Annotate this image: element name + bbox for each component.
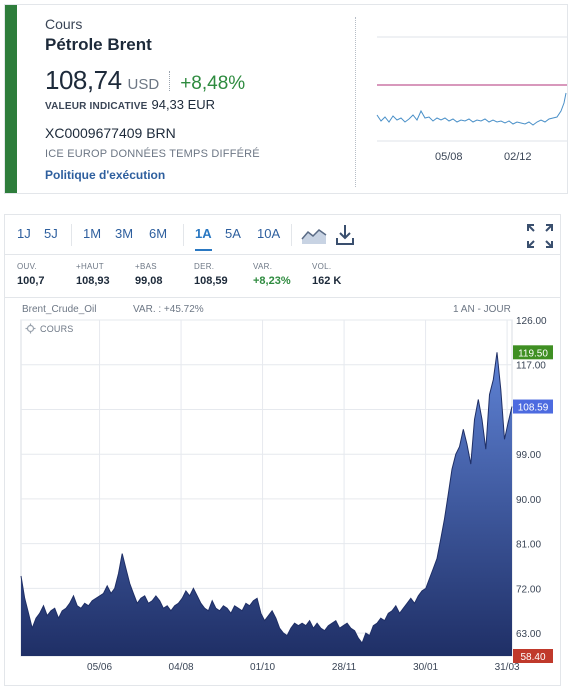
stat-value: 99,08 (135, 275, 163, 287)
stat-value: 108,59 (194, 275, 228, 287)
stat-label: +BAS (135, 262, 157, 271)
stat-value: 162 K (312, 275, 342, 287)
active-tab-indicator (195, 249, 212, 251)
stat-value: +8,23% (253, 275, 291, 287)
quote-card: Cours Pétrole Brent 108,74 USD +8,48% VA… (4, 4, 568, 194)
tab-5a[interactable]: 5A (225, 226, 241, 241)
x-tick-label: 31/03 (495, 662, 520, 673)
stat-label: VAR. (253, 262, 273, 271)
toolbar-divider (291, 224, 292, 246)
toolbar-divider (71, 224, 72, 246)
chart-variation: VAR. : +45.72% (133, 304, 204, 315)
price-area-chart: 05/06 04/08 01/10 28/11 30/01 31/03 126.00 117.… (20, 316, 553, 673)
stat-label: DER. (194, 262, 215, 271)
y-tick-label: 63.00 (516, 629, 541, 640)
currency: USD (127, 76, 160, 93)
low-price-badge-bg (513, 649, 553, 663)
stat-volume: VOL. 162 K (312, 262, 341, 287)
price-area (21, 352, 512, 656)
legend-gear-icon (25, 323, 36, 334)
price-divider (169, 70, 171, 91)
tab-6m[interactable]: 6M (149, 226, 168, 241)
stat-value: 100,7 (17, 275, 45, 287)
price-line (20, 352, 513, 645)
area-chart-icon[interactable] (301, 225, 327, 250)
stat-label: VOL. (312, 262, 332, 271)
x-tick-label: 30/01 (413, 662, 438, 673)
last-price-badge: 108.59 (518, 403, 549, 414)
stat-variation: VAR. +8,23% (253, 262, 291, 287)
mini-date-1: 05/08 (435, 151, 463, 163)
indicative-label: VALEUR INDICATIVE (45, 101, 148, 112)
y-tick-label: 90.00 (516, 495, 541, 506)
tab-1a[interactable]: 1A (195, 226, 212, 241)
stat-label: OUV. (17, 262, 38, 271)
high-price-badge: 119.50 (518, 348, 548, 359)
chart-legend: COURS (25, 323, 74, 334)
accent-bar (5, 5, 17, 193)
data-source: ICE EUROP DONNÉES TEMPS DIFFÉRÉ (45, 148, 260, 160)
mini-sparkline: 05/08 02/12 (376, 36, 567, 163)
mini-price-line (376, 92, 567, 126)
mini-date-2: 02/12 (504, 151, 532, 163)
tab-1m[interactable]: 1M (83, 226, 102, 241)
fullscreen-icon[interactable] (527, 224, 553, 253)
tab-5j[interactable]: 5J (44, 226, 58, 241)
x-tick-label: 01/10 (250, 662, 275, 673)
y-tick-label: 81.00 (516, 540, 541, 551)
y-tick-label: 72.00 (516, 584, 541, 595)
stat-last: DER. 108,59 (194, 262, 228, 287)
stat-label: +HAUT (76, 262, 104, 271)
last-price: 108,74 (45, 65, 122, 95)
stat-open: OUV. 100,7 (17, 262, 45, 287)
stat-low: +BAS 99,08 (135, 262, 163, 287)
indicative-value-row: VALEUR INDICATIVE 94,33 EUR (45, 97, 215, 112)
card-divider (355, 17, 356, 187)
chart-toolbar: 1J 5J 1M 3M 6M 1A 5A 10A (5, 215, 560, 255)
y-tick-label: 99.00 (516, 450, 541, 461)
high-price-badge-bg (513, 345, 553, 360)
chart-widget: 1J 5J 1M 3M 6M 1A 5A 10A (4, 214, 561, 686)
y-tick-label: 117.00 (516, 361, 546, 372)
y-tick-label: 126.00 (516, 316, 547, 327)
quote-label: Cours (45, 16, 83, 32)
isin-code: XC0009677409 BRN (45, 125, 176, 141)
instrument-name: Pétrole Brent (45, 35, 152, 54)
download-icon[interactable] (335, 224, 355, 251)
stat-value: 108,93 (76, 275, 110, 287)
last-price-badge-bg (513, 399, 553, 414)
tab-1j[interactable]: 1J (17, 226, 31, 241)
indicative-value: 94,33 EUR (151, 97, 216, 112)
toolbar-divider (183, 224, 184, 246)
stat-high: +HAUT 108,93 (76, 262, 110, 287)
x-tick-label: 05/06 (87, 662, 112, 673)
x-tick-label: 28/11 (332, 662, 357, 673)
price-row: 108,74 USD +8,48% (45, 65, 245, 96)
tab-3m[interactable]: 3M (115, 226, 134, 241)
price-change: +8,48% (180, 73, 246, 94)
chart-symbol: Brent_Crude_Oil (22, 304, 97, 315)
legend-label: COURS (40, 323, 74, 334)
x-tick-label: 04/08 (169, 662, 194, 673)
tab-10a[interactable]: 10A (257, 226, 281, 241)
chart-period: 1 AN - JOUR (453, 304, 511, 315)
session-stats: OUV. 100,7 +HAUT 108,93 +BAS 99,08 DER. … (5, 256, 560, 298)
execution-policy-link[interactable]: Politique d'exécution (45, 168, 166, 182)
low-price-badge: 58.40 (520, 652, 545, 663)
